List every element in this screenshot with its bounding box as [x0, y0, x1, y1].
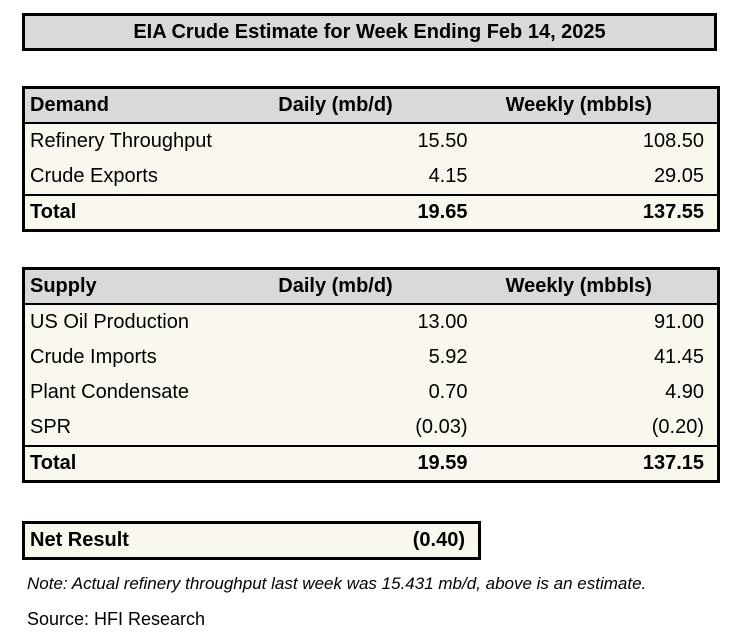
table-row: SPR (0.03) (0.20): [24, 410, 719, 446]
source-attribution: Source: HFI Research: [27, 609, 206, 629]
row-label: Refinery Throughput: [30, 130, 212, 152]
total-label: Total: [30, 201, 77, 223]
table-row: US Oil Production 13.00 91.00: [24, 304, 719, 340]
total-daily-value: 19.65: [417, 201, 468, 223]
supply-header-label: Supply: [30, 275, 97, 297]
total-daily-value: 19.59: [417, 452, 468, 474]
row-weekly-value: 29.05: [653, 165, 704, 187]
table-row: Refinery Throughput 15.50 108.50: [24, 123, 719, 159]
demand-table: Demand Daily (mb/d) Weekly (mbbls) Refin…: [22, 86, 720, 232]
demand-header-weekly: Weekly (mbbls): [505, 94, 652, 116]
row-weekly-value: 4.90: [665, 381, 704, 403]
row-label: SPR: [30, 416, 72, 438]
table-row: Plant Condensate 0.70 4.90: [24, 375, 719, 410]
supply-total-row: Total 19.59 137.15: [23, 446, 719, 482]
supply-header-daily: Daily (mb/d): [278, 275, 393, 297]
demand-header-label: Demand: [30, 94, 109, 116]
table-row: Crude Imports 5.92 41.45: [24, 340, 719, 375]
total-weekly-value: 137.55: [642, 201, 704, 223]
table-row: Crude Exports 4.15 29.05: [24, 159, 719, 195]
row-label: Plant Condensate: [30, 381, 190, 403]
row-daily-value: 4.15: [428, 165, 468, 187]
demand-header-daily: Daily (mb/d): [278, 94, 393, 116]
supply-table: Supply Daily (mb/d) Weekly (mbbls) US Oi…: [22, 267, 720, 483]
report-title-box: EIA Crude Estimate for Week Ending Feb 1…: [22, 13, 717, 51]
total-weekly-value: 137.15: [642, 452, 704, 474]
row-daily-value: 15.50: [417, 130, 468, 152]
row-daily-value: 13.00: [417, 311, 468, 333]
row-weekly-value: (0.20): [651, 416, 704, 438]
row-label: US Oil Production: [30, 311, 189, 333]
row-daily-value: 0.70: [428, 381, 468, 403]
row-label: Crude Imports: [30, 346, 157, 368]
row-daily-value: (0.03): [415, 416, 468, 438]
row-weekly-value: 108.50: [642, 130, 704, 152]
demand-total-row: Total 19.65 137.55: [23, 195, 719, 231]
report-title: EIA Crude Estimate for Week Ending Feb 1…: [133, 20, 606, 43]
footnote: Note: Actual refinery throughput last we…: [27, 574, 647, 593]
net-result-box: Net Result (0.40): [22, 521, 481, 560]
supply-header-weekly: Weekly (mbbls): [505, 275, 652, 297]
net-result-label: Net Result: [30, 529, 129, 551]
row-weekly-value: 91.00: [653, 311, 704, 333]
row-label: Crude Exports: [30, 165, 158, 187]
row-daily-value: 5.92: [428, 346, 468, 368]
total-label: Total: [30, 452, 77, 474]
supply-header-row: Supply Daily (mb/d) Weekly (mbbls): [23, 268, 719, 304]
net-result-value: (0.40): [412, 529, 465, 551]
row-weekly-value: 41.45: [653, 346, 704, 368]
demand-header-row: Demand Daily (mb/d) Weekly (mbbls): [23, 87, 719, 123]
